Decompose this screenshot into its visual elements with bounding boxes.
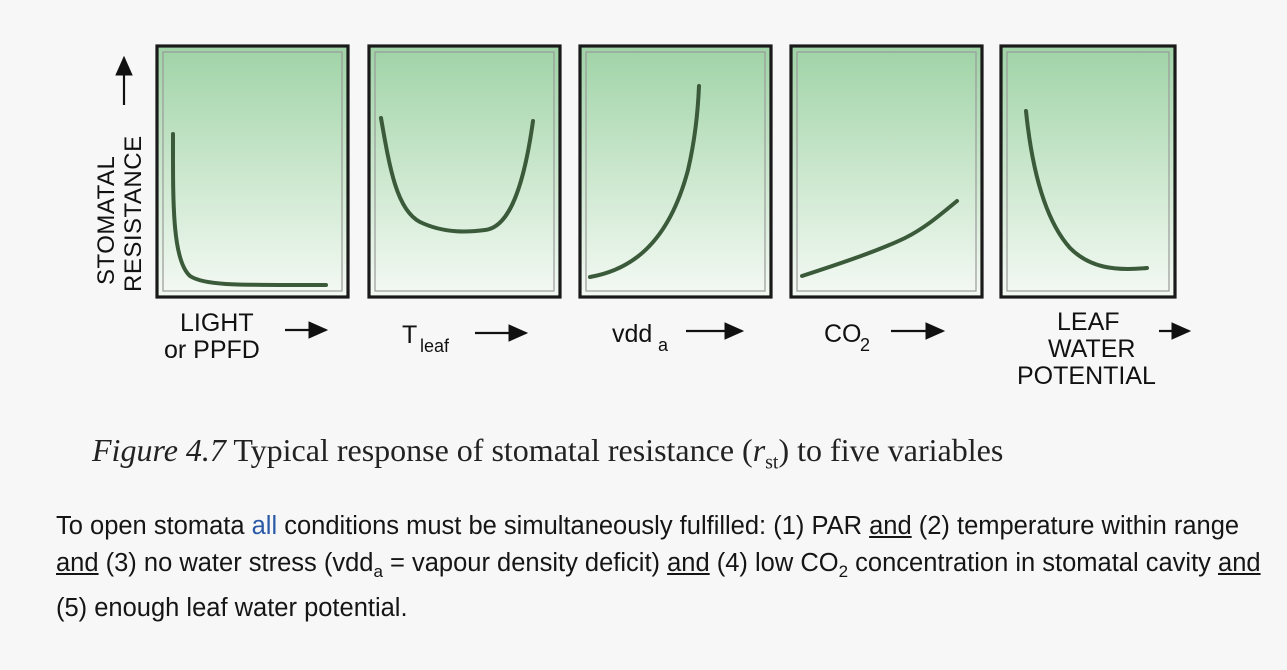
- panel-tleaf: T leaf: [367, 44, 562, 356]
- curve-vdd: [588, 84, 701, 279]
- panel-light: LIGHT or PPFD: [155, 44, 350, 364]
- para-sub: 2: [838, 562, 849, 582]
- para-part: concentration in stomatal cavity: [848, 549, 1219, 577]
- para-part: (5) enough leaf water potential.: [56, 594, 408, 623]
- label-tleaf-main: T: [402, 321, 417, 349]
- panel-vdd: vdd a: [578, 44, 773, 355]
- panel-co2: CO 2: [789, 44, 984, 355]
- caption-text-before: Typical response of stomatal resistance …: [225, 432, 753, 468]
- y-axis-label: STOMATAL RESISTANCE: [93, 55, 147, 292]
- curve-leaf-water-potential: [1024, 109, 1149, 271]
- para-and: and: [56, 549, 99, 577]
- caption-symbol-sub: st: [765, 451, 779, 474]
- label-vdd-main: vdd: [612, 320, 652, 348]
- label-lwp-line1: LEAF: [1057, 308, 1120, 336]
- y-axis-label-line2: RESISTANCE: [120, 135, 147, 292]
- label-light-line1: LIGHT: [180, 309, 254, 337]
- label-light-line2: or PPFD: [164, 336, 260, 364]
- para-highlight-all: all: [251, 512, 278, 540]
- label-co2-sub: 2: [860, 335, 870, 355]
- para-part: conditions must be simultaneously fulfil…: [277, 512, 870, 540]
- panel-leaf-water-potential: LEAF WATER POTENTIAL: [999, 44, 1192, 390]
- para-and: and: [667, 549, 710, 577]
- para-part: (4) low CO: [709, 549, 839, 577]
- caption-symbol: r: [752, 432, 766, 468]
- label-lwp-line2: WATER: [1048, 335, 1136, 363]
- label-vdd-sub: a: [658, 335, 669, 355]
- figure-number: Figure 4.7: [92, 432, 226, 468]
- para-part: (2) temperature within range: [911, 512, 1240, 540]
- curve-co2: [800, 199, 959, 278]
- para-and: and: [1218, 549, 1261, 577]
- para-sub: a: [373, 562, 383, 582]
- para-part: = vapour density deficit): [382, 549, 668, 577]
- caption-text-after: ) to five variables: [778, 432, 1004, 468]
- para-and: and: [869, 512, 912, 540]
- curve-light: [170, 132, 328, 288]
- curve-tleaf: [379, 116, 535, 234]
- label-tleaf-sub: leaf: [420, 336, 450, 356]
- para-part: To open stomata: [56, 512, 252, 540]
- figure-caption: Figure 4.7 Typical response of stomatal …: [92, 432, 1212, 474]
- explanation-paragraph: To open stomata all conditions must be s…: [56, 508, 1271, 627]
- label-co2-main: CO: [824, 320, 862, 348]
- para-part: (3) no water stress (vdd: [98, 549, 374, 577]
- stomatal-response-figure: STOMATAL RESISTANCE LIGHT or PPFD T leaf…: [93, 44, 1192, 390]
- y-axis-label-line1: STOMATAL: [93, 156, 120, 285]
- label-lwp-line3: POTENTIAL: [1017, 362, 1156, 390]
